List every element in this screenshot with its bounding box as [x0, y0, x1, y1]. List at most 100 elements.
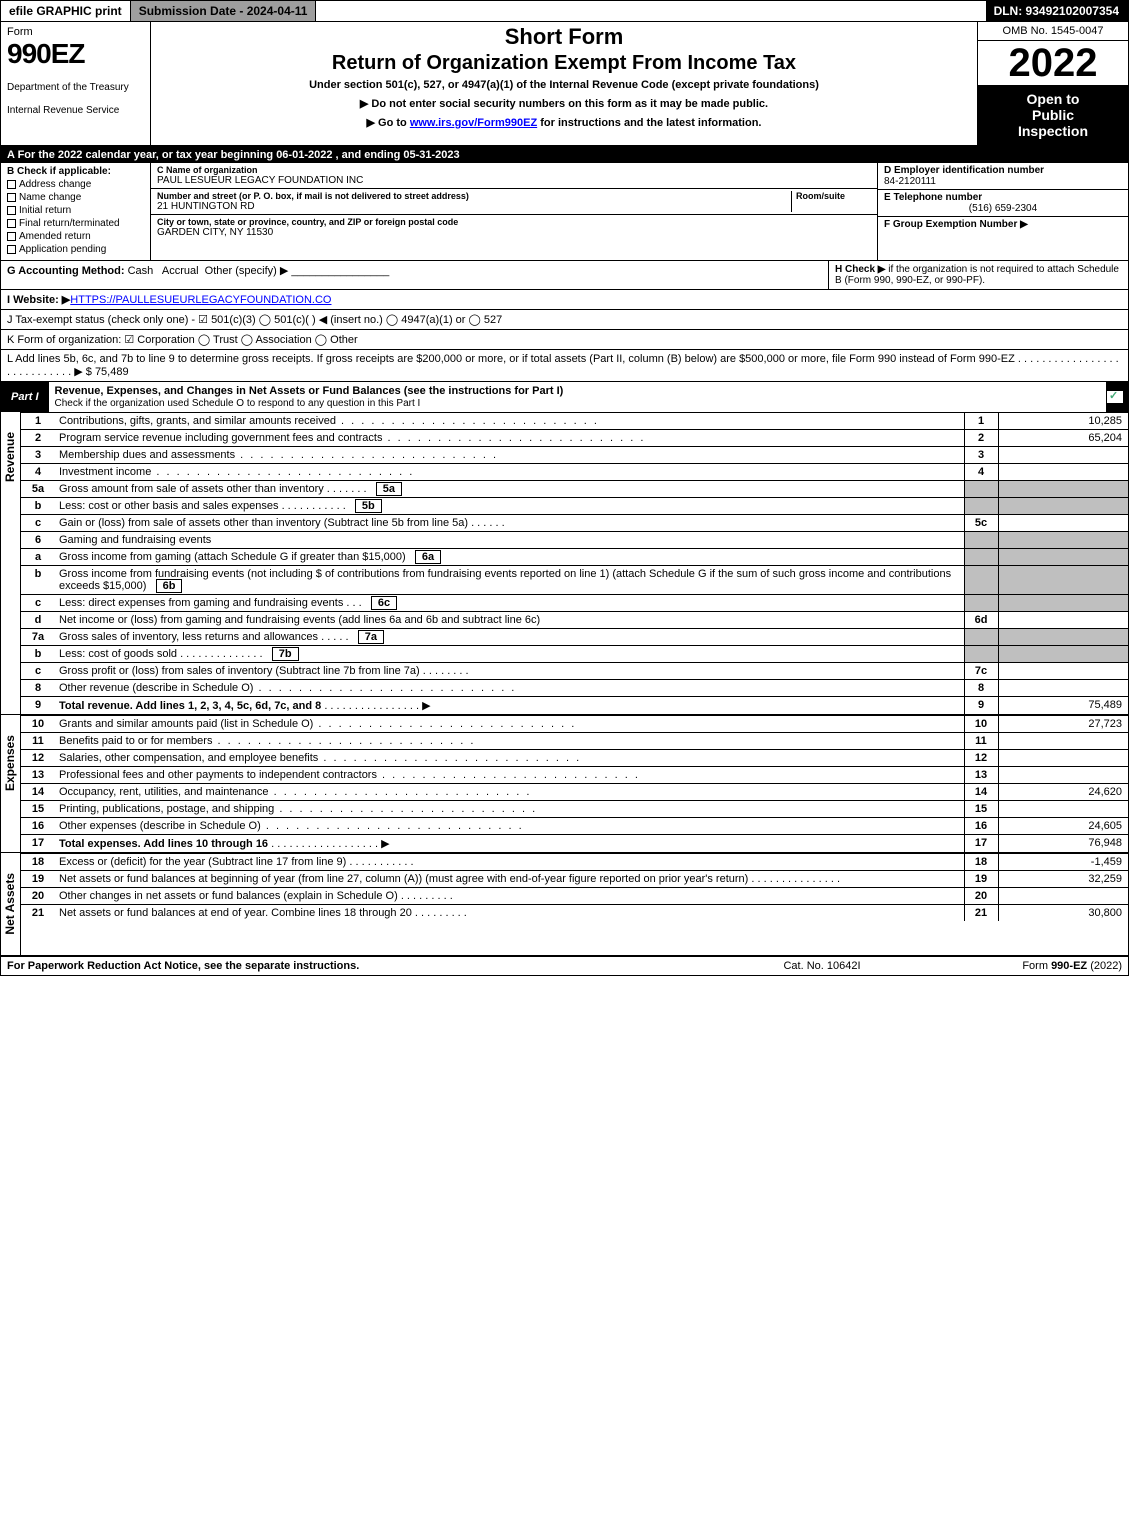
footer-form-ref: Form 990-EZ (2022): [922, 960, 1122, 972]
part-1-checkbox[interactable]: [1106, 390, 1124, 404]
tax-year: 2022: [978, 41, 1128, 85]
net-assets-side-label: Net Assets: [1, 853, 21, 955]
line-17: 17Total expenses. Add lines 10 through 1…: [21, 835, 1128, 853]
line-18: 18Excess or (deficit) for the year (Subt…: [21, 854, 1128, 871]
row-i-website: I Website: ▶HTTPS://PAULLESUEURLEGACYFOU…: [1, 290, 1128, 310]
street-block: Number and street (or P. O. box, if mail…: [151, 189, 877, 215]
line-13: 13Professional fees and other payments t…: [21, 767, 1128, 784]
short-form-title: Short Form: [155, 24, 973, 50]
irs-link[interactable]: www.irs.gov/Form990EZ: [410, 117, 537, 129]
ein-block: D Employer identification number 84-2120…: [878, 163, 1128, 190]
row-g-h: G Accounting Method: Cash Accrual Other …: [1, 261, 1128, 290]
line-9: 9Total revenue. Add lines 1, 2, 3, 4, 5c…: [21, 697, 1128, 715]
form-header: Form 990EZ Department of the Treasury In…: [1, 22, 1128, 147]
line-6b: bGross income from fundraising events (n…: [21, 566, 1128, 595]
footer-left: For Paperwork Reduction Act Notice, see …: [7, 960, 722, 972]
city-block: City or town, state or province, country…: [151, 215, 877, 240]
row-h-block: H Check ▶ if the organization is not req…: [828, 261, 1128, 289]
efile-label[interactable]: efile GRAPHIC print: [1, 1, 131, 21]
line-16: 16Other expenses (describe in Schedule O…: [21, 818, 1128, 835]
part-1-header: Part I Revenue, Expenses, and Changes in…: [1, 382, 1128, 412]
form-number: 990EZ: [7, 38, 144, 70]
ein-value: 84-2120111: [884, 176, 1122, 187]
revenue-table: 1Contributions, gifts, grants, and simil…: [21, 412, 1128, 714]
open-inspection: Open to Public Inspection: [978, 85, 1128, 145]
expenses-table: 10Grants and similar amounts paid (list …: [21, 715, 1128, 852]
line-2: 2Program service revenue including gover…: [21, 430, 1128, 447]
revenue-side-label: Revenue: [1, 412, 21, 714]
expenses-side-label: Expenses: [1, 715, 21, 852]
dept-treasury: Department of the Treasury: [7, 82, 144, 93]
submission-date: Submission Date - 2024-04-11: [131, 1, 317, 21]
line-6d: dNet income or (loss) from gaming and fu…: [21, 612, 1128, 629]
col-b-checkboxes: B Check if applicable: Address change Na…: [1, 163, 151, 260]
revenue-section: Revenue 1Contributions, gifts, grants, a…: [1, 412, 1128, 715]
net-assets-table: 18Excess or (deficit) for the year (Subt…: [21, 853, 1128, 921]
instruction-1: ▶ Do not enter social security numbers o…: [155, 97, 973, 110]
website-link[interactable]: HTTPS://PAULLESUEURLEGACYFOUNDATION.CO: [70, 294, 331, 306]
top-bar: efile GRAPHIC print Submission Date - 20…: [1, 1, 1128, 22]
expenses-section: Expenses 10Grants and similar amounts pa…: [1, 715, 1128, 853]
form-container: efile GRAPHIC print Submission Date - 20…: [0, 0, 1129, 976]
line-6c: cLess: direct expenses from gaming and f…: [21, 595, 1128, 612]
gross-receipts-amt: ▶ $ 75,489: [74, 366, 128, 378]
row-g: G Accounting Method: Cash Accrual Other …: [1, 261, 828, 289]
line-15: 15Printing, publications, postage, and s…: [21, 801, 1128, 818]
line-7a: 7aGross sales of inventory, less returns…: [21, 629, 1128, 646]
net-assets-section: Net Assets 18Excess or (deficit) for the…: [1, 853, 1128, 957]
row-j-tax-status: J Tax-exempt status (check only one) - ☑…: [1, 310, 1128, 330]
line-6a: aGross income from gaming (attach Schedu…: [21, 549, 1128, 566]
omb-number: OMB No. 1545-0047: [978, 22, 1128, 41]
chk-name-change[interactable]: Name change: [7, 192, 144, 203]
row-a-tax-year: A For the 2022 calendar year, or tax yea…: [1, 147, 1128, 163]
line-7b: bLess: cost of goods sold . . . . . . . …: [21, 646, 1128, 663]
subtitle: Under section 501(c), 527, or 4947(a)(1)…: [155, 79, 973, 91]
header-mid: Short Form Return of Organization Exempt…: [151, 22, 978, 145]
line-5b: bLess: cost or other basis and sales exp…: [21, 498, 1128, 515]
phone-block: E Telephone number (516) 659-2304: [878, 190, 1128, 217]
org-name: PAUL LESUEUR LEGACY FOUNDATION INC: [157, 175, 871, 186]
line-3: 3Membership dues and assessments3: [21, 447, 1128, 464]
chk-initial-return[interactable]: Initial return: [7, 205, 144, 216]
line-11: 11Benefits paid to or for members11: [21, 733, 1128, 750]
line-20: 20Other changes in net assets or fund ba…: [21, 888, 1128, 905]
line-4: 4Investment income4: [21, 464, 1128, 481]
line-6: 6Gaming and fundraising events: [21, 532, 1128, 549]
footer-cat-no: Cat. No. 10642I: [722, 960, 922, 972]
line-7c: cGross profit or (loss) from sales of in…: [21, 663, 1128, 680]
row-k-org-form: K Form of organization: ☑ Corporation ◯ …: [1, 330, 1128, 350]
line-10: 10Grants and similar amounts paid (list …: [21, 716, 1128, 733]
col-c-org-info: C Name of organization PAUL LESUEUR LEGA…: [151, 163, 878, 260]
org-name-block: C Name of organization PAUL LESUEUR LEGA…: [151, 163, 877, 189]
col-def-ids: D Employer identification number 84-2120…: [878, 163, 1128, 260]
section-b-header-info: B Check if applicable: Address change Na…: [1, 163, 1128, 261]
instruction-2: ▶ Go to www.irs.gov/Form990EZ for instru…: [155, 116, 973, 129]
line-21: 21Net assets or fund balances at end of …: [21, 905, 1128, 922]
chk-final-return[interactable]: Final return/terminated: [7, 218, 144, 229]
line-14: 14Occupancy, rent, utilities, and mainte…: [21, 784, 1128, 801]
chk-address-change[interactable]: Address change: [7, 179, 144, 190]
line-5c: cGain or (loss) from sale of assets othe…: [21, 515, 1128, 532]
line-1: 1Contributions, gifts, grants, and simil…: [21, 413, 1128, 430]
city-state-zip: GARDEN CITY, NY 11530: [157, 227, 871, 238]
header-left: Form 990EZ Department of the Treasury In…: [1, 22, 151, 145]
part-1-title: Revenue, Expenses, and Changes in Net As…: [49, 382, 1106, 412]
main-title: Return of Organization Exempt From Incom…: [155, 52, 973, 75]
chk-application-pending[interactable]: Application pending: [7, 244, 144, 255]
dln-label: DLN: 93492102007354: [986, 1, 1128, 21]
group-exemption-block: F Group Exemption Number ▶: [878, 217, 1128, 232]
form-label: Form: [7, 26, 144, 38]
line-19: 19Net assets or fund balances at beginni…: [21, 871, 1128, 888]
header-right: OMB No. 1545-0047 2022 Open to Public In…: [978, 22, 1128, 145]
line-12: 12Salaries, other compensation, and empl…: [21, 750, 1128, 767]
street-address: 21 HUNTINGTON RD: [157, 201, 791, 212]
line-8: 8Other revenue (describe in Schedule O)8: [21, 680, 1128, 697]
line-5a: 5aGross amount from sale of assets other…: [21, 481, 1128, 498]
dept-irs: Internal Revenue Service: [7, 105, 144, 116]
row-l-gross-receipts: L Add lines 5b, 6c, and 7b to line 9 to …: [1, 350, 1128, 382]
col-b-header: B Check if applicable:: [7, 166, 144, 177]
chk-amended-return[interactable]: Amended return: [7, 231, 144, 242]
page-footer: For Paperwork Reduction Act Notice, see …: [1, 957, 1128, 975]
phone-value: (516) 659-2304: [884, 203, 1122, 214]
part-1-label: Part I: [1, 388, 49, 406]
